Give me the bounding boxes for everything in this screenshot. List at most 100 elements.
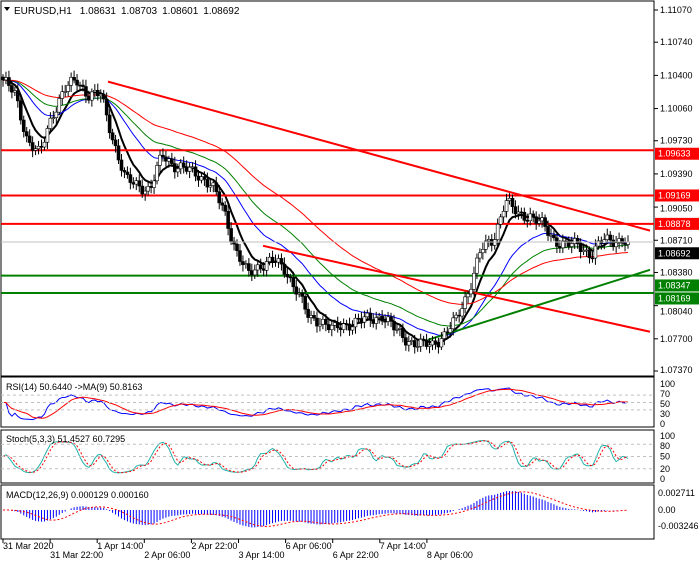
candle-body [202, 176, 207, 180]
candle-body [401, 328, 405, 338]
indicator-tick-label: 30 [660, 409, 670, 419]
ma-red-line [2, 79, 629, 305]
candle-body [178, 162, 183, 170]
candle [90, 88, 94, 107]
indicator-tick-label: 50 [660, 399, 670, 409]
candle-body [478, 252, 482, 259]
time-tick-label: 3 Apr 14:00 [239, 550, 285, 560]
candle [404, 330, 408, 351]
candle [51, 110, 56, 124]
price-tick-label: 1.10740 [660, 37, 693, 47]
candle-body [439, 338, 444, 348]
price-tick-label: 1.07700 [660, 334, 693, 344]
candle [537, 214, 541, 227]
candle-body [412, 340, 417, 348]
candle [69, 72, 73, 92]
candle [498, 213, 503, 229]
level-price-label: 1.09633 [658, 149, 691, 159]
candle-body [404, 337, 408, 346]
candle [359, 311, 364, 329]
candle-body [581, 250, 586, 252]
rsi-ma-line [3, 388, 629, 419]
candle-body [498, 216, 503, 225]
candle-body [184, 166, 189, 172]
candle-body [460, 308, 464, 317]
candle [202, 171, 207, 186]
candle-body [167, 158, 171, 162]
candle-body [297, 292, 302, 295]
candle [312, 310, 316, 322]
candle-body [164, 156, 168, 162]
price-tick-label: 1.07370 [660, 365, 693, 375]
candle-body [1, 76, 5, 81]
candle-body [217, 191, 222, 204]
candle-body [540, 217, 544, 222]
candle [214, 176, 219, 196]
candle-body [107, 114, 112, 134]
candle-body [267, 256, 272, 262]
candle-body [63, 91, 68, 93]
candle-body [338, 327, 343, 330]
candle [415, 339, 420, 352]
candle [101, 89, 106, 103]
candle [569, 236, 574, 254]
pane-frame-0 [0, 0, 655, 377]
candle-body [543, 217, 547, 227]
candle [300, 289, 304, 304]
candle [155, 161, 159, 185]
trendline [107, 80, 651, 232]
candle-body [226, 210, 230, 229]
candle-body [409, 340, 414, 342]
candle-body [270, 256, 275, 262]
candle-body [578, 243, 583, 252]
indicator-tick-label: 80 [660, 441, 670, 451]
candle-body [241, 261, 245, 265]
ohlc-open: 1.08631 [80, 6, 117, 17]
candle-body [90, 91, 94, 101]
macd-signal-line [2, 491, 629, 527]
candle [321, 315, 325, 330]
candle [119, 154, 124, 177]
candle-body [137, 180, 142, 187]
ohlc-close: 1.08692 [203, 6, 240, 17]
candle [199, 173, 204, 184]
candle-body [24, 131, 29, 137]
candle-body [128, 174, 133, 183]
candle-body [291, 277, 296, 288]
macd-tick-label: -0.003246 [658, 521, 699, 531]
candle-body [122, 170, 127, 173]
candle-body [608, 234, 613, 241]
candle-body [81, 84, 85, 87]
candle-body [252, 269, 257, 276]
candle [18, 94, 23, 125]
candle-body [374, 317, 379, 324]
candle-body [421, 338, 426, 341]
candle-body [418, 338, 423, 347]
candle [30, 136, 35, 158]
candle [371, 313, 376, 328]
collapse-triangle-icon[interactable] [4, 7, 10, 11]
candle [21, 115, 26, 138]
candle [116, 138, 121, 164]
candle-body [415, 346, 420, 348]
candle [95, 83, 100, 101]
candle [193, 160, 198, 182]
candle [389, 312, 393, 328]
trendline [427, 268, 651, 341]
ma-blue-line [2, 79, 629, 336]
candle [229, 221, 233, 245]
candle-body [161, 154, 165, 158]
candle-body [475, 257, 479, 274]
candle-body [72, 77, 76, 81]
candle [241, 255, 245, 272]
candle [407, 335, 411, 352]
candle-body [383, 320, 387, 323]
candle-body [247, 263, 251, 271]
time-tick-label: 2 Apr 06:00 [144, 550, 190, 560]
candle [561, 234, 565, 254]
candle [424, 333, 429, 350]
candle-body [359, 318, 364, 323]
candle-body [368, 312, 373, 321]
candle-body [312, 315, 316, 319]
